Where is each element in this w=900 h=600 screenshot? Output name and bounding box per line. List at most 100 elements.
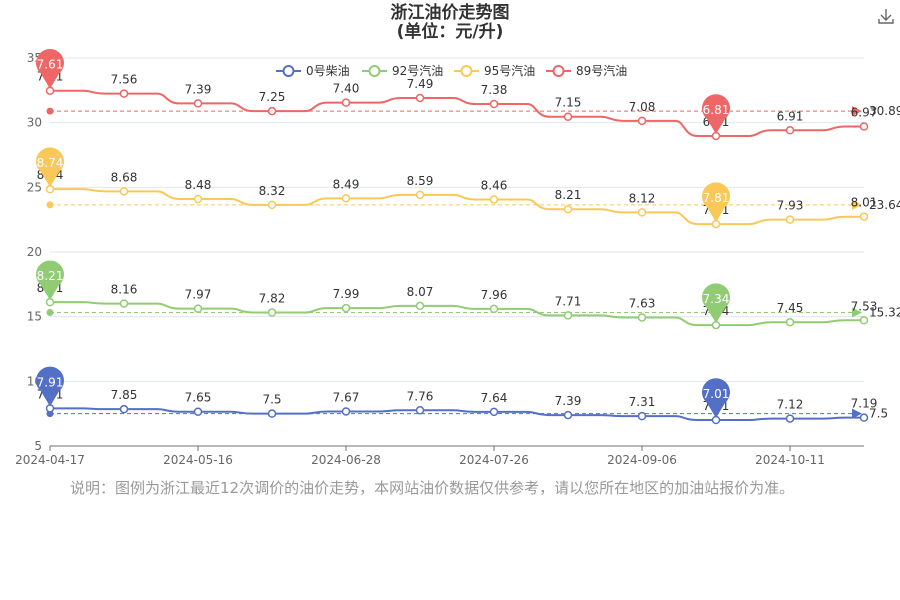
series-line	[50, 301, 864, 327]
series-line	[50, 188, 864, 226]
legend-item[interactable]: 89号汽油	[546, 63, 627, 78]
series-0: 7.5 7.91 7.85 7.65 7.5 7.67 7.76 7.64 7.39 7.31 7.…	[36, 366, 888, 425]
data-point	[415, 301, 425, 311]
data-label: 8.01	[851, 196, 878, 210]
data-point	[119, 89, 129, 98]
average-label: 30.89	[869, 104, 900, 118]
data-label: 8.46	[481, 178, 508, 192]
data-point	[341, 98, 351, 107]
y-tick-label: 20	[27, 245, 42, 259]
data-point	[415, 190, 425, 200]
legend-marker	[282, 65, 295, 77]
legend-item[interactable]: 95号汽油	[454, 63, 535, 78]
legend-label: 0号柴油	[306, 64, 350, 78]
data-label: 6.97	[851, 106, 878, 120]
data-label: 7.31	[629, 395, 656, 409]
data-label: 7.85	[111, 388, 138, 402]
data-label: 8.68	[111, 170, 138, 184]
data-point	[859, 316, 869, 325]
data-label: 7.12	[777, 398, 804, 412]
legend-label: 92号汽油	[392, 63, 443, 78]
min-pin-label: 7.34	[703, 292, 730, 306]
legend-label: 89号汽油	[576, 63, 627, 78]
data-label: 8.59	[407, 174, 434, 188]
data-label: 6.91	[777, 109, 804, 123]
y-tick-label: 30	[27, 116, 42, 130]
min-pin-shape	[702, 378, 731, 419]
data-point	[785, 126, 795, 135]
data-label: 7.82	[259, 292, 286, 306]
download-icon[interactable]	[876, 6, 896, 26]
max-pin-shape	[36, 147, 64, 188]
y-tick-label: 25	[27, 180, 42, 194]
data-label: 8.07	[407, 285, 434, 299]
legend-item[interactable]: 92号汽油	[362, 63, 443, 78]
data-point	[785, 215, 795, 224]
data-point	[119, 404, 129, 414]
data-point	[489, 407, 499, 417]
y-tick-label: 5	[34, 439, 42, 453]
data-point	[785, 317, 795, 327]
data-point	[267, 106, 277, 116]
legend-item[interactable]: 0号柴油	[276, 64, 350, 78]
max-pin-label: 7.91	[37, 375, 64, 389]
data-point	[489, 99, 499, 109]
data-point	[489, 304, 499, 314]
series-2: 23.64 8.74 8.68 8.48 8.32 8.49 8.59 8.46 8.21 8.1…	[36, 147, 900, 229]
data-point	[785, 414, 795, 423]
data-point	[267, 200, 277, 210]
series-line	[50, 89, 864, 137]
data-point	[563, 204, 573, 214]
data-label: 7.40	[333, 82, 360, 96]
data-label: 7.96	[481, 288, 508, 302]
min-pin: 7.81	[702, 182, 730, 223]
data-label: 7.39	[185, 82, 212, 96]
data-label: 8.32	[259, 184, 286, 198]
data-point	[341, 407, 351, 416]
data-point	[341, 194, 351, 203]
x-tick-label: 2024-04-17	[15, 453, 85, 467]
data-point	[563, 112, 573, 121]
legend-marker	[368, 65, 381, 77]
data-label: 7.53	[851, 299, 878, 313]
max-pin-label: 7.61	[37, 58, 64, 72]
y-tick-label: 15	[27, 310, 42, 324]
data-label: 8.12	[629, 191, 656, 205]
data-point	[859, 212, 869, 221]
data-label: 7.63	[629, 296, 656, 310]
data-point	[193, 99, 203, 108]
data-label: 7.56	[111, 73, 138, 87]
data-point	[119, 187, 129, 196]
x-tick-label: 2024-05-16	[163, 453, 233, 467]
min-pin: 7.01	[702, 378, 731, 419]
footnote: 说明：图例为浙江最近12次调价的油价走势，本网站油价数据仅供参考，请以您所在地区…	[70, 479, 795, 497]
chart-title-block: 浙江油价走势图 (单位：元/升)	[0, 4, 900, 42]
x-tick-label: 2024-06-28	[311, 453, 381, 467]
data-label: 7.65	[185, 391, 212, 405]
data-label: 7.93	[777, 199, 804, 213]
data-point	[267, 409, 277, 418]
max-pin-label: 8.74	[37, 156, 64, 170]
max-pin: 7.91	[36, 366, 65, 407]
data-point	[859, 122, 869, 131]
average-line-arrow	[852, 408, 862, 419]
average-line-arrow	[852, 307, 862, 318]
data-point	[563, 410, 573, 420]
data-point	[637, 208, 647, 217]
min-pin-label: 7.81	[703, 191, 730, 205]
data-point	[193, 407, 203, 416]
min-pin-shape	[702, 182, 730, 223]
max-pin-shape	[36, 48, 65, 89]
data-label: 7.76	[407, 389, 434, 403]
data-label: 7.39	[555, 394, 582, 408]
data-point	[193, 304, 203, 313]
chart-title: 浙江油价走势图	[390, 3, 510, 23]
data-label: 7.08	[629, 100, 656, 114]
data-point	[415, 93, 425, 103]
data-label: 8.21	[555, 188, 582, 202]
average-label: 23.64	[869, 198, 900, 212]
average-label: 7.5	[869, 407, 888, 421]
max-pin: 8.74	[36, 147, 64, 188]
average-line-arrow	[852, 106, 862, 117]
